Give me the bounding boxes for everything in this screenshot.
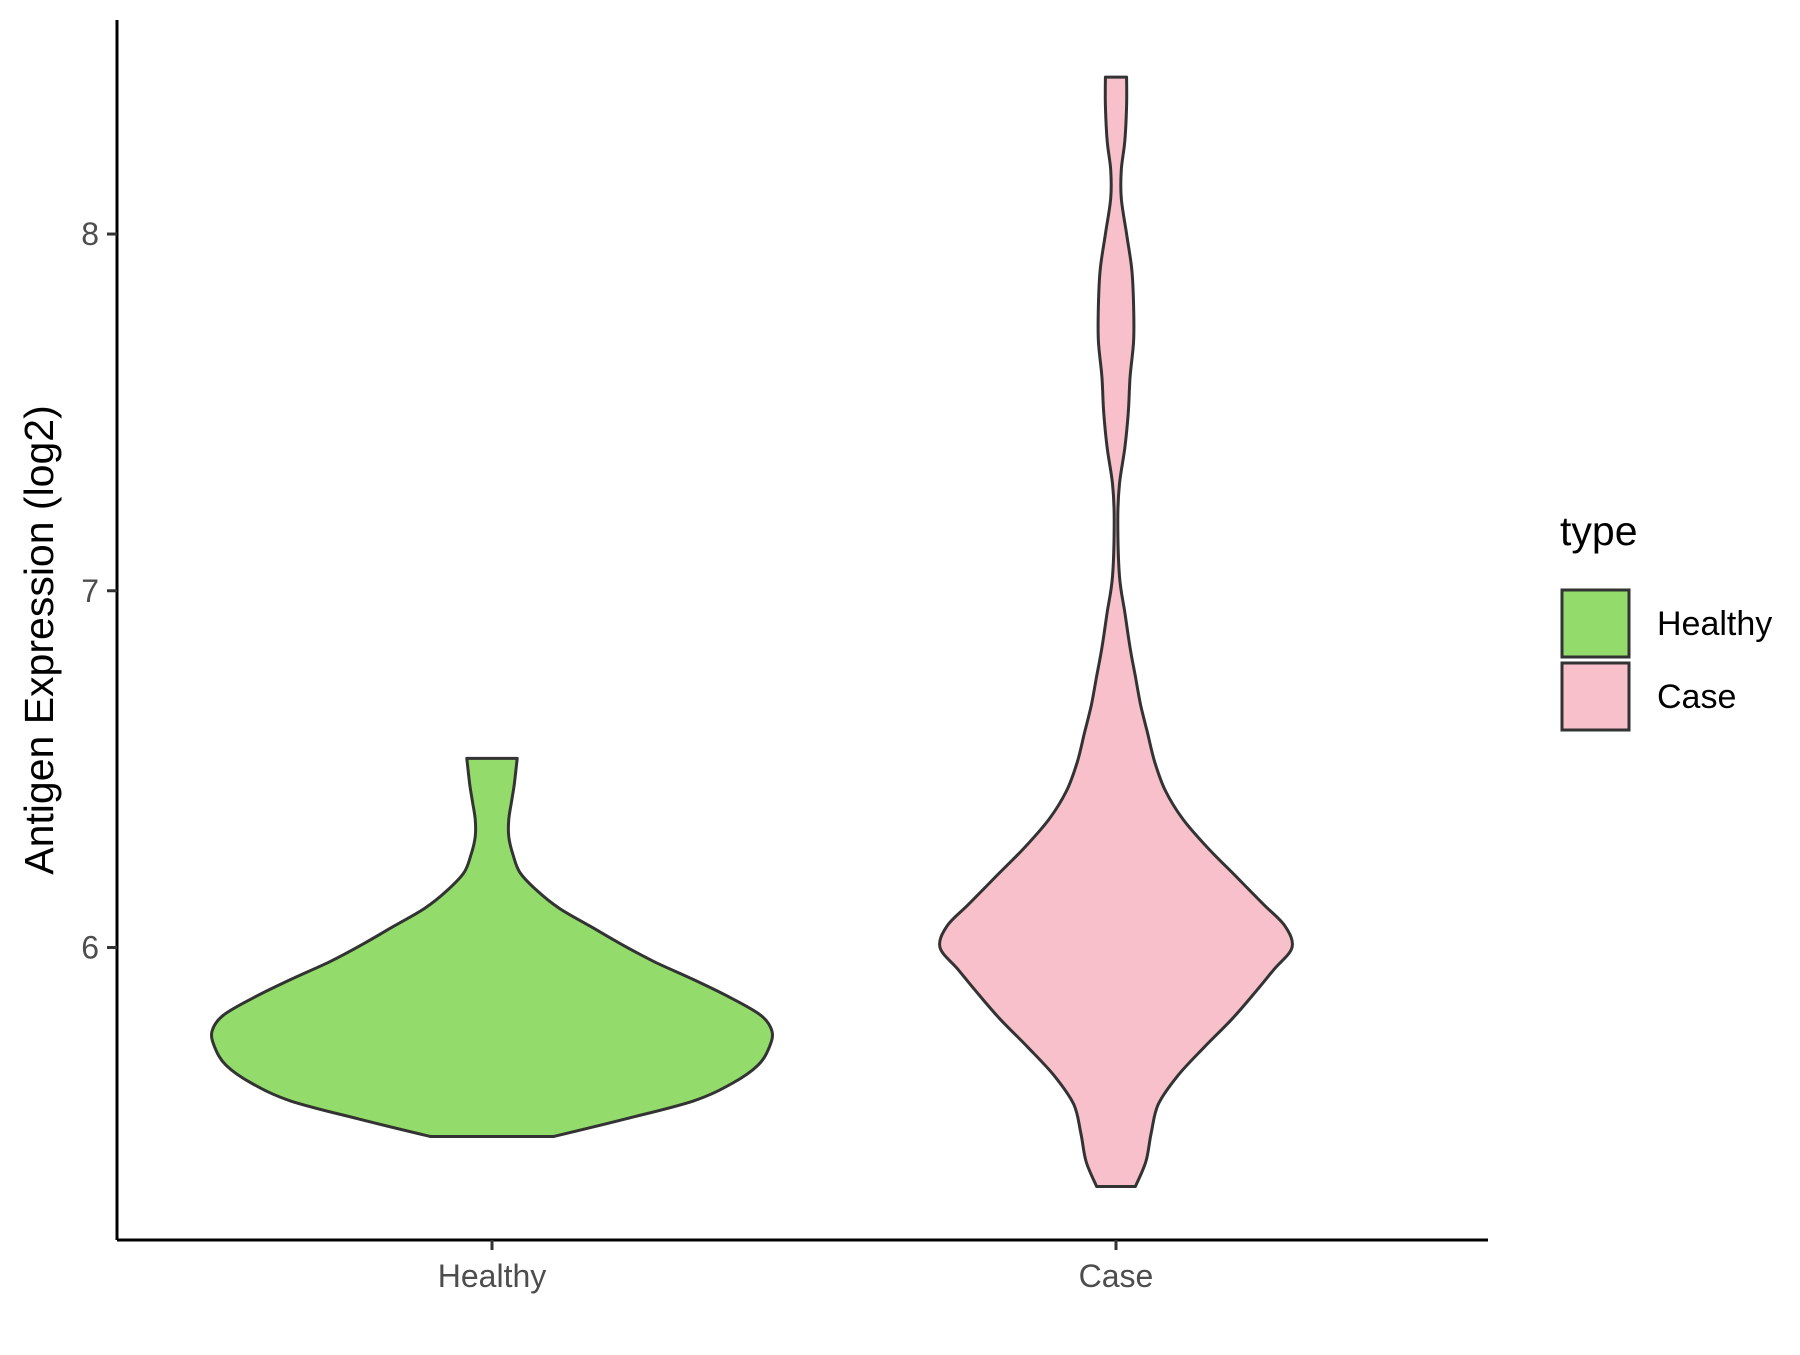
- legend-swatch-healthy: [1560, 588, 1631, 659]
- y-tick-label: 7: [81, 573, 99, 609]
- legend-title: type: [1560, 508, 1638, 554]
- legend-label-healthy: Healthy: [1657, 605, 1772, 643]
- x-tick-label: Case: [1079, 1258, 1154, 1294]
- axes-layer: 6 7 8 Healthy Case Antigen Expression (log2): [16, 20, 1488, 1294]
- violin-case: [938, 75, 1294, 1188]
- legend-swatch-case: [1560, 661, 1631, 732]
- x-tick-label: Healthy: [438, 1258, 547, 1294]
- violin-healthy: [210, 756, 774, 1138]
- y-axis-title: Antigen Expression (log2): [16, 405, 62, 874]
- violins-layer: [210, 75, 1294, 1188]
- y-tick-label: 8: [81, 216, 99, 252]
- legend-label-case: Case: [1657, 678, 1736, 716]
- y-tick-label: 6: [81, 929, 99, 965]
- legend: type Healthy Case: [1560, 508, 1772, 732]
